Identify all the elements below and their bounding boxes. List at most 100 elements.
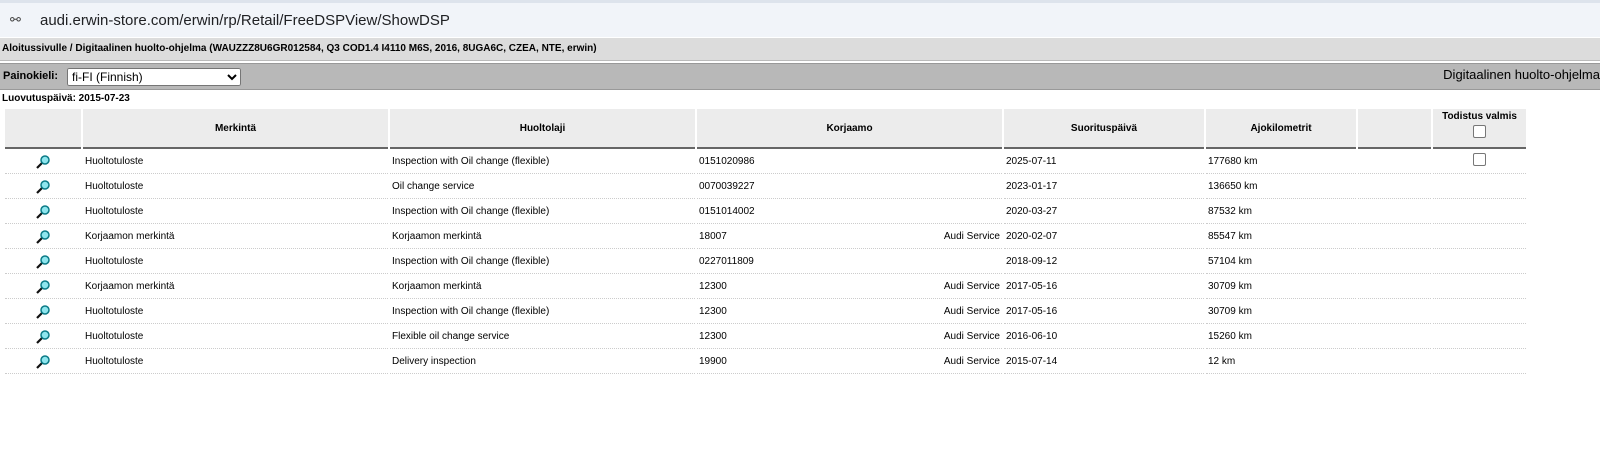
magnifier-icon[interactable] <box>35 179 51 195</box>
table-row: Huoltotuloste Inspection with Oil change… <box>5 249 1526 274</box>
huoltolaji-cell: Inspection with Oil change (flexible) <box>390 249 695 274</box>
workshop-code: 0070039227 <box>699 180 755 192</box>
header-label: Merkintä <box>214 122 257 134</box>
table-row: Huoltotuloste Inspection with Oil change… <box>5 199 1526 224</box>
magnifier-icon[interactable] <box>35 154 51 170</box>
certificate-cell <box>1433 274 1526 299</box>
page-title: Digitaalinen huolto-ohjelma <box>1443 67 1600 82</box>
km-cell: 136650 km <box>1206 174 1356 199</box>
language-label: Painokieli: <box>3 70 59 82</box>
date-cell: 2015-07-14 <box>1004 349 1204 374</box>
address-bar[interactable]: ⚯ audi.erwin-store.com/erwin/rp/Retail/F… <box>0 0 1600 37</box>
view-cell[interactable] <box>5 249 81 274</box>
empty-cell <box>1358 349 1431 374</box>
view-cell[interactable] <box>5 174 81 199</box>
view-cell[interactable] <box>5 299 81 324</box>
korjaamo-cell: 0151014002 <box>697 199 1002 224</box>
merkinta-cell: Huoltotuloste <box>83 149 388 174</box>
km-cell: 12 km <box>1206 349 1356 374</box>
magnifier-icon[interactable] <box>35 354 51 370</box>
date-cell: 2025-07-11 <box>1004 149 1204 174</box>
empty-cell <box>1358 249 1431 274</box>
header-label: Huoltolaji <box>519 122 566 134</box>
km-cell: 30709 km <box>1206 274 1356 299</box>
magnifier-icon[interactable] <box>35 204 51 220</box>
table-row: Korjaamon merkintä Korjaamon merkintä 12… <box>5 274 1526 299</box>
view-cell[interactable] <box>5 349 81 374</box>
view-cell[interactable] <box>5 224 81 249</box>
table-row: Huoltotuloste Inspection with Oil change… <box>5 299 1526 324</box>
certificate-checkbox[interactable] <box>1473 153 1486 166</box>
column-header: Suorituspäivä <box>1004 109 1204 149</box>
date-cell: 2020-03-27 <box>1004 199 1204 224</box>
header-label: Todistus valmis <box>1442 111 1517 122</box>
certificate-cell <box>1433 349 1526 374</box>
certificate-cell <box>1433 199 1526 224</box>
merkinta-cell: Huoltotuloste <box>83 199 388 224</box>
korjaamo-cell: 18007 Audi Service <box>697 224 1002 249</box>
km-cell: 85547 km <box>1206 224 1356 249</box>
certificate-cell <box>1433 324 1526 349</box>
magnifier-icon[interactable] <box>35 329 51 345</box>
empty-cell <box>1358 324 1431 349</box>
date-cell: 2017-05-16 <box>1004 299 1204 324</box>
certificate-cell <box>1433 224 1526 249</box>
magnifier-icon[interactable] <box>35 254 51 270</box>
workshop-code: 12300 <box>699 330 727 342</box>
merkinta-cell: Huoltotuloste <box>83 349 388 374</box>
workshop-code: 12300 <box>699 305 727 317</box>
korjaamo-cell: 19900 Audi Service <box>697 349 1002 374</box>
workshop-name: Audi Service <box>943 355 1000 367</box>
merkinta-cell: Huoltotuloste <box>83 324 388 349</box>
workshop-code: 12300 <box>699 280 727 292</box>
workshop-code: 19900 <box>699 355 727 367</box>
date-cell: 2016-06-10 <box>1004 324 1204 349</box>
table-row: Korjaamon merkintä Korjaamon merkintä 18… <box>5 224 1526 249</box>
huoltolaji-cell: Inspection with Oil change (flexible) <box>390 149 695 174</box>
column-header: Ajokilometrit <box>1206 109 1356 149</box>
column-header: Huoltolaji <box>390 109 695 149</box>
date-cell: 2017-05-16 <box>1004 274 1204 299</box>
language-bar: Painokieli: fi-FI (Finnish) Digitaalinen… <box>0 63 1600 90</box>
workshop-name: Audi Service <box>943 305 1000 317</box>
certificate-cell <box>1433 299 1526 324</box>
view-cell[interactable] <box>5 199 81 224</box>
merkinta-cell: Korjaamon merkintä <box>83 274 388 299</box>
korjaamo-cell: 12300 Audi Service <box>697 324 1002 349</box>
merkinta-cell: Huoltotuloste <box>83 249 388 274</box>
km-cell: 57104 km <box>1206 249 1356 274</box>
date-cell: 2023-01-17 <box>1004 174 1204 199</box>
km-cell: 177680 km <box>1206 149 1356 174</box>
km-cell: 87532 km <box>1206 199 1356 224</box>
empty-cell <box>1358 299 1431 324</box>
date-cell: 2018-09-12 <box>1004 249 1204 274</box>
url-text[interactable]: audi.erwin-store.com/erwin/rp/Retail/Fre… <box>40 11 450 29</box>
magnifier-icon[interactable] <box>35 304 51 320</box>
service-table: Merkintä Huoltolaji Korjaamo Suorituspäivä A… <box>3 109 1528 374</box>
empty-cell <box>1358 174 1431 199</box>
huoltolaji-cell: Delivery inspection <box>390 349 695 374</box>
magnifier-icon[interactable] <box>35 279 51 295</box>
workshop-code: 0227011809 <box>699 255 754 267</box>
language-select[interactable]: fi-FI (Finnish) <box>67 68 241 86</box>
column-header: Merkintä <box>83 109 388 149</box>
delivery-date: Luovutuspäivä: 2015-07-23 <box>2 93 130 104</box>
site-settings-icon[interactable]: ⚯ <box>10 12 21 27</box>
magnifier-icon[interactable] <box>35 229 51 245</box>
view-cell[interactable] <box>5 324 81 349</box>
view-cell[interactable] <box>5 274 81 299</box>
certificate-cell <box>1433 174 1526 199</box>
merkinta-cell: Korjaamon merkintä <box>83 224 388 249</box>
select-all-checkbox[interactable] <box>1473 125 1486 138</box>
header-label: Ajokilometrit <box>1250 122 1312 134</box>
table-row: Huoltotuloste Inspection with Oil change… <box>5 149 1526 174</box>
empty-cell <box>1358 199 1431 224</box>
view-cell[interactable] <box>5 149 81 174</box>
merkinta-cell: Huoltotuloste <box>83 299 388 324</box>
column-header <box>1358 109 1431 149</box>
korjaamo-cell: 0151020986 <box>697 149 1002 174</box>
header-label: Korjaamo <box>826 122 873 134</box>
breadcrumb[interactable]: Aloitussivulle / Digitaalinen huolto-ohj… <box>0 38 1600 61</box>
workshop-code: 18007 <box>699 230 727 242</box>
column-header: Korjaamo <box>697 109 1002 149</box>
